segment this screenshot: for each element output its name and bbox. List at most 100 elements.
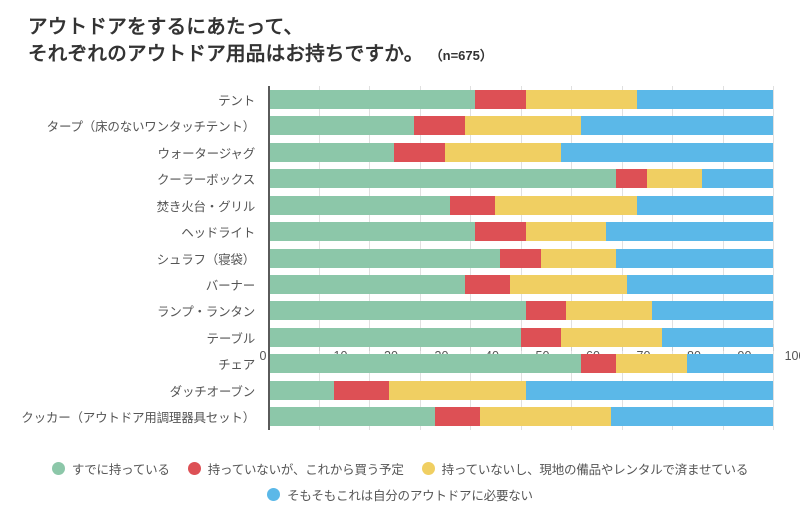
plot-canvas	[268, 86, 800, 430]
x-axis-tick-label: 0	[259, 349, 267, 363]
bar-segment-3[interactable]	[525, 89, 637, 109]
legend-item[interactable]: 持っていないし、現地の備品やレンタルで済ませている	[421, 459, 748, 478]
bar-row[interactable]	[268, 324, 800, 350]
legend-row-secondary: そもそもこれは自分のアウトドアに必要ない	[0, 481, 800, 507]
legend-swatch-circle-icon	[51, 461, 65, 475]
bar-row[interactable]	[268, 298, 800, 324]
bar-segment-1[interactable]	[268, 89, 476, 109]
bar-segment-3[interactable]	[510, 275, 627, 295]
bar-segment-4[interactable]	[525, 380, 773, 400]
bar-segment-1[interactable]	[268, 248, 501, 268]
bar-segment-3[interactable]	[525, 222, 607, 242]
bar-segment-2[interactable]	[394, 142, 445, 162]
bar-segment-1[interactable]	[268, 142, 395, 162]
bar-segment-3[interactable]	[646, 169, 703, 189]
bar-segment-2[interactable]	[333, 380, 390, 400]
category-label: テント	[218, 93, 255, 108]
legend-label: 持っていないが、これから買う予定	[207, 462, 404, 477]
category-label: バーナー	[205, 279, 255, 294]
bar-segment-3[interactable]	[565, 301, 652, 321]
bar-segment-3[interactable]	[495, 195, 637, 215]
bar-segment-3[interactable]	[464, 116, 582, 136]
bar-row[interactable]	[268, 139, 800, 165]
bar-segment-3[interactable]	[616, 354, 688, 374]
bar-row[interactable]	[268, 86, 800, 112]
bar-row[interactable]	[268, 112, 800, 138]
x-axis-tick	[571, 344, 572, 351]
y-axis-line	[268, 86, 270, 430]
bar-segment-1[interactable]	[268, 275, 465, 295]
bar-segment-4[interactable]	[616, 248, 773, 268]
bar-segment-4[interactable]	[560, 142, 773, 162]
chart-legend: すでに持っている 持っていないが、これから買う予定 持っていないし、現地の備品やレン…	[0, 455, 800, 507]
x-axis-tick	[621, 344, 623, 351]
bar-segment-1[interactable]	[268, 301, 526, 321]
bar-segment-2[interactable]	[500, 248, 541, 268]
bar-segment-2[interactable]	[434, 407, 481, 427]
bar-segment-1[interactable]	[268, 222, 476, 242]
bar-segment-1[interactable]	[268, 195, 450, 215]
bar-segment-4[interactable]	[626, 275, 773, 295]
bar-row[interactable]	[268, 351, 800, 377]
bar-row[interactable]	[268, 271, 800, 297]
bar-segment-2[interactable]	[581, 354, 617, 374]
bar-segment-3[interactable]	[560, 327, 662, 347]
category-axis-labels: テント タープ（床のないワンタッチテント） ウォータージャグ クーラーボックス 焚き火台…	[0, 86, 262, 430]
bar-segment-3[interactable]	[389, 380, 526, 400]
bar-row[interactable]	[268, 192, 800, 218]
bar-segment-2[interactable]	[616, 169, 647, 189]
bar-segment-4[interactable]	[606, 222, 773, 242]
stacked-bar	[268, 248, 800, 268]
category-label: ダッチオーブン	[169, 384, 256, 399]
bar-segment-2[interactable]	[414, 116, 465, 136]
category-label: ヘッドライト	[181, 226, 255, 241]
bar-segment-3[interactable]	[444, 142, 561, 162]
bar-segment-3[interactable]	[540, 248, 617, 268]
x-axis-tick	[672, 344, 673, 351]
bar-row[interactable]	[268, 377, 800, 403]
x-axis-tick	[318, 344, 320, 351]
bar-segment-1[interactable]	[268, 169, 617, 189]
bar-segment-4[interactable]	[651, 301, 773, 321]
bar-segment-4[interactable]	[687, 354, 773, 374]
stacked-bar	[268, 327, 800, 347]
bar-segment-2[interactable]	[520, 327, 561, 347]
x-axis-tick	[773, 344, 774, 351]
bar-segment-1[interactable]	[268, 116, 415, 136]
bar-row[interactable]	[268, 404, 800, 430]
legend-row-primary: すでに持っている 持っていないが、これから買う予定 持っていないし、現地の備品やレン…	[0, 455, 800, 481]
bar-segment-4[interactable]	[581, 116, 773, 136]
category-label: タープ（床のないワンタッチテント）	[46, 120, 256, 135]
legend-item[interactable]: そもそもこれは自分のアウトドアに必要ない	[267, 485, 533, 504]
bar-segment-4[interactable]	[661, 327, 773, 347]
bar-segment-1[interactable]	[268, 327, 521, 347]
bar-segment-1[interactable]	[268, 380, 334, 400]
bar-segment-4[interactable]	[636, 89, 773, 109]
stacked-bar	[268, 301, 800, 321]
bar-segment-2[interactable]	[475, 222, 526, 242]
stacked-bar	[268, 89, 800, 109]
legend-label: そもそもこれは自分のアウトドアに必要ない	[287, 488, 533, 503]
bar-row[interactable]	[268, 165, 800, 191]
legend-item[interactable]: すでに持っている	[51, 459, 170, 478]
bar-segment-4[interactable]	[611, 407, 773, 427]
bar-segment-2[interactable]	[464, 275, 511, 295]
category-label: 焚き火台・グリル	[156, 199, 256, 214]
bar-segment-4[interactable]	[702, 169, 773, 189]
stacked-bar	[268, 195, 800, 215]
legend-item[interactable]: 持っていないが、これから買う予定	[187, 459, 404, 478]
bar-segment-1[interactable]	[268, 354, 582, 374]
chart-title-block: アウトドアをするにあたって、 それぞれのアウトドア用品はお持ちですか。 （n=6…	[28, 14, 768, 69]
bar-segment-2[interactable]	[475, 89, 526, 109]
bar-segment-1[interactable]	[268, 407, 435, 427]
bar-segment-4[interactable]	[636, 195, 773, 215]
x-axis-tick	[520, 344, 522, 351]
plot-area: テント タープ（床のないワンタッチテント） ウォータージャグ クーラーボックス 焚き火台…	[0, 86, 800, 436]
stacked-bar	[268, 116, 800, 136]
bar-segment-2[interactable]	[449, 195, 496, 215]
bar-segment-2[interactable]	[525, 301, 566, 321]
bar-row[interactable]	[268, 245, 800, 271]
x-axis-tick	[369, 344, 370, 351]
bar-segment-3[interactable]	[480, 407, 612, 427]
bar-row[interactable]	[268, 218, 800, 244]
